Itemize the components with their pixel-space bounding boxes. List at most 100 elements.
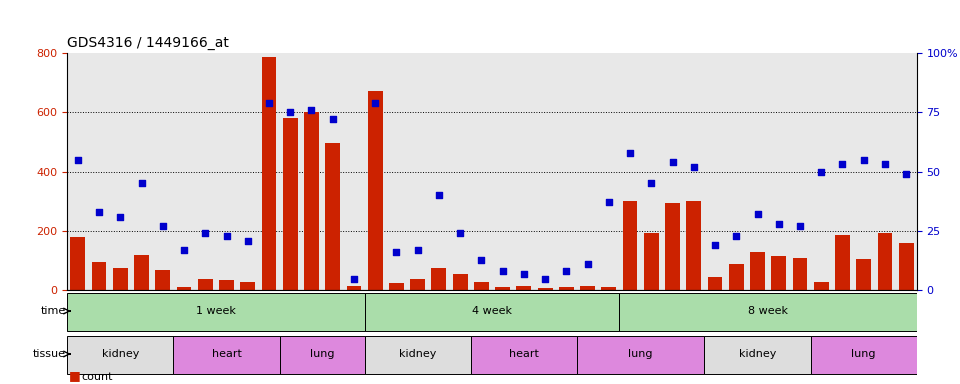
Point [473, 257, 489, 263]
Point [813, 169, 828, 175]
Bar [705, 336, 810, 374]
Bar [365, 336, 470, 374]
Point [431, 192, 446, 199]
Text: 8 week: 8 week [748, 306, 788, 316]
Bar [67, 336, 174, 374]
Point [261, 99, 276, 106]
Bar [431, 268, 446, 290]
Bar [729, 264, 744, 290]
Bar [474, 281, 489, 290]
Point [601, 199, 616, 205]
Text: kidney: kidney [399, 349, 437, 359]
Point [792, 223, 807, 229]
Text: ■: ■ [69, 369, 81, 382]
Point [282, 109, 298, 115]
Bar [368, 91, 383, 290]
Bar [174, 336, 279, 374]
Text: lung: lung [629, 349, 653, 359]
Bar [856, 259, 871, 290]
Bar [365, 293, 619, 331]
Point [877, 161, 893, 167]
Point [750, 211, 765, 217]
Bar [793, 258, 807, 290]
Point [325, 116, 341, 122]
Bar [67, 293, 365, 331]
Bar [70, 237, 85, 290]
Bar [623, 201, 637, 290]
Point [708, 242, 723, 248]
Bar [686, 201, 701, 290]
Text: GDS4316 / 1449166_at: GDS4316 / 1449166_at [67, 36, 229, 50]
Text: lung: lung [310, 349, 334, 359]
Bar [877, 232, 893, 290]
Point [156, 223, 171, 229]
Bar [495, 288, 510, 290]
Text: tissue: tissue [34, 349, 66, 359]
Bar [453, 274, 468, 290]
Point [729, 233, 744, 239]
Bar [219, 280, 234, 290]
Bar [389, 283, 404, 290]
Point [643, 180, 659, 187]
Bar [261, 57, 276, 290]
Bar [279, 336, 365, 374]
Text: lung: lung [852, 349, 876, 359]
Point [347, 275, 362, 281]
Point [771, 221, 786, 227]
Point [622, 149, 637, 156]
Bar [283, 118, 298, 290]
Text: heart: heart [211, 349, 241, 359]
Point [70, 157, 85, 163]
Bar [771, 256, 786, 290]
Point [133, 180, 149, 187]
Point [91, 209, 107, 215]
Bar [665, 203, 680, 290]
Bar [410, 278, 425, 290]
Point [835, 161, 851, 167]
Bar [601, 287, 616, 290]
Bar [113, 268, 128, 290]
Point [389, 249, 404, 255]
Bar [198, 278, 213, 290]
Bar [750, 252, 765, 290]
Bar [240, 281, 255, 290]
Bar [559, 287, 574, 290]
Bar [470, 336, 577, 374]
Point [538, 275, 553, 281]
Point [559, 268, 574, 275]
Text: heart: heart [509, 349, 539, 359]
Bar [538, 288, 553, 290]
Point [665, 159, 681, 165]
Bar [899, 243, 914, 290]
Bar [580, 286, 595, 290]
Point [856, 157, 872, 163]
Point [240, 237, 255, 243]
Point [112, 214, 128, 220]
Bar [814, 281, 828, 290]
Bar [516, 286, 531, 290]
Bar [708, 277, 723, 290]
Bar [325, 143, 340, 290]
Point [452, 230, 468, 237]
Point [686, 164, 702, 170]
Point [303, 107, 319, 113]
Text: count: count [82, 372, 113, 382]
Bar [835, 235, 850, 290]
Text: kidney: kidney [739, 349, 777, 359]
Bar [134, 255, 149, 290]
Text: 1 week: 1 week [196, 306, 236, 316]
Point [899, 171, 914, 177]
Point [198, 230, 213, 237]
Bar [347, 286, 361, 290]
Bar [577, 336, 705, 374]
Point [410, 247, 425, 253]
Bar [156, 270, 170, 290]
Point [177, 247, 192, 253]
Point [368, 99, 383, 106]
Bar [91, 262, 107, 290]
Point [516, 271, 532, 277]
Text: time: time [41, 306, 66, 316]
Text: 4 week: 4 week [472, 306, 512, 316]
Bar [810, 336, 917, 374]
Bar [644, 232, 659, 290]
